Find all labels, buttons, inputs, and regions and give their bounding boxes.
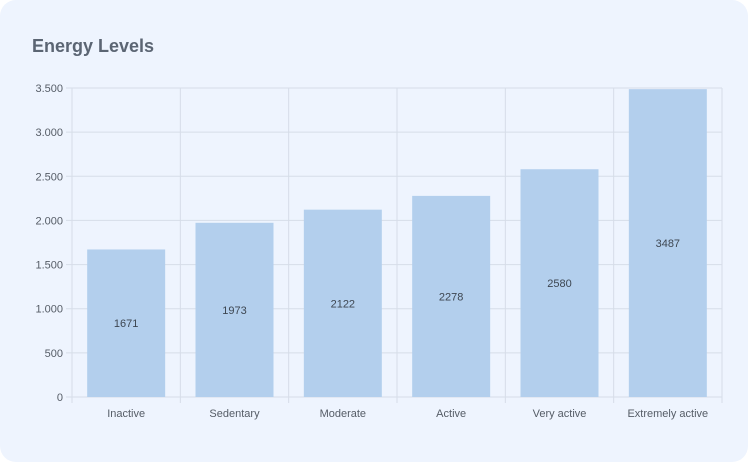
y-tick-label: 1.000 [35, 304, 63, 316]
bar [87, 249, 166, 397]
x-axis-tick-labels: Inactive Sedentary Moderate Active Very acti… [107, 408, 708, 420]
data-label: 2122 [331, 298, 355, 310]
x-tick-label: Very active [533, 408, 587, 420]
y-tick-label: 3.000 [35, 127, 63, 139]
data-label: 2278 [439, 291, 463, 303]
y-tick-label: 2.500 [35, 171, 63, 183]
data-label: 1973 [222, 305, 246, 317]
x-tick-label: Moderate [320, 408, 366, 420]
bar [303, 209, 382, 397]
grid-lines [66, 87, 723, 403]
y-tick-label: 0 [57, 392, 63, 404]
data-label: 3487 [656, 238, 680, 250]
data-labels: 1671 1973 2122 2278 2580 3487 [114, 238, 680, 330]
bar [195, 222, 274, 397]
bars [87, 89, 707, 398]
y-tick-label: 1.500 [35, 260, 63, 272]
x-tick-label: Inactive [107, 408, 145, 420]
y-axis-tick-labels: 0 500 1.000 1.500 2.000 2.500 3.000 3.500 [35, 83, 63, 404]
y-tick-label: 3.500 [35, 83, 63, 95]
bar [412, 195, 491, 397]
data-label: 1671 [114, 318, 138, 330]
bar [520, 169, 599, 397]
x-tick-label: Active [436, 408, 466, 420]
x-tick-label: Extremely active [627, 408, 708, 420]
chart-title: Energy Levels [32, 36, 155, 56]
data-label: 2580 [547, 278, 571, 290]
y-tick-label: 500 [45, 348, 63, 360]
x-tick-label: Sedentary [209, 408, 260, 420]
y-tick-label: 2.000 [35, 215, 63, 227]
bar [628, 89, 707, 398]
